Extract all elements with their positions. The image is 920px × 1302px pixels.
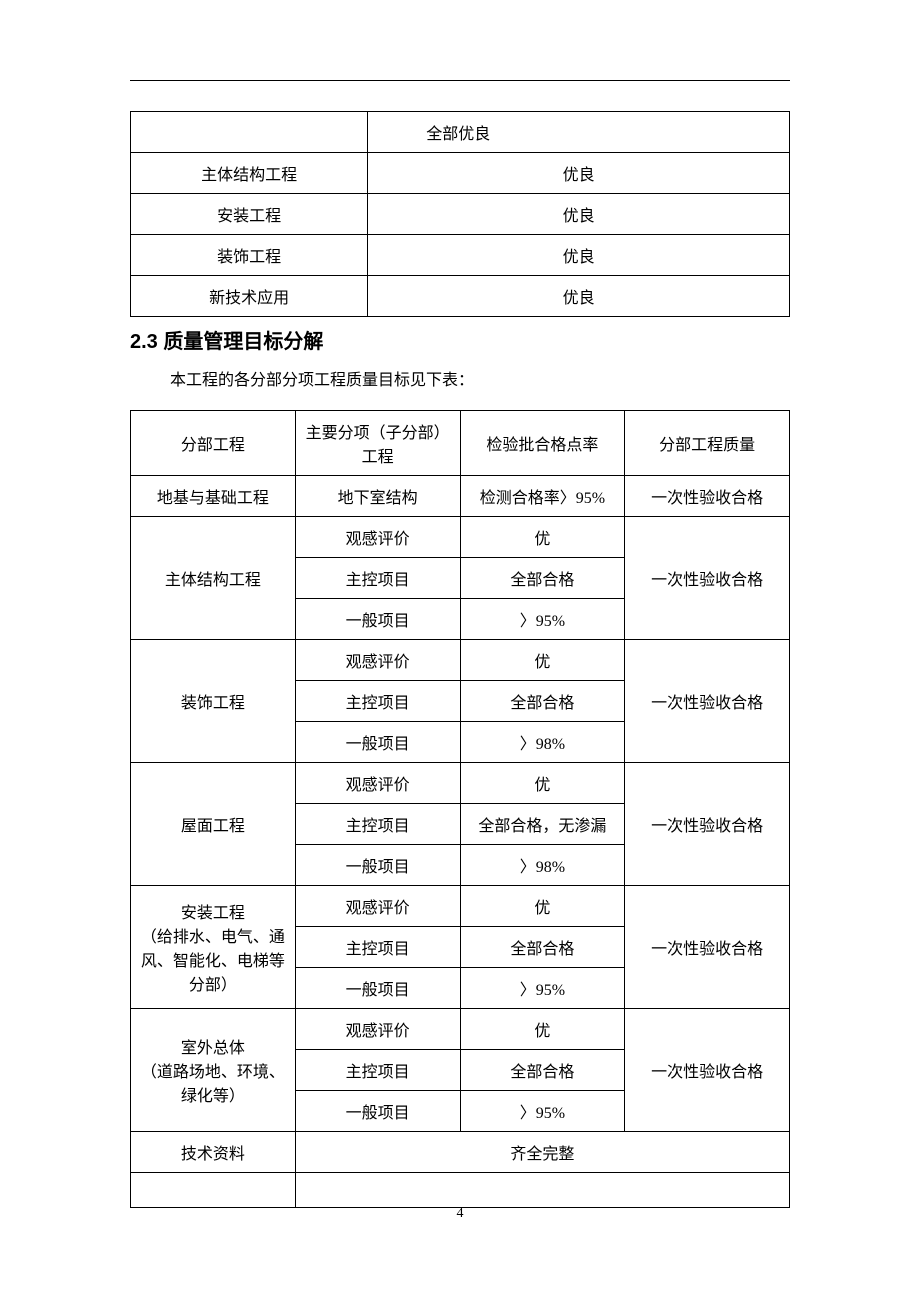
item-name: 地下室结构 [295,476,460,517]
item-name: 一般项目 [295,968,460,1009]
item-name: 观感评价 [295,1009,460,1050]
item-name: 一般项目 [295,1091,460,1132]
table-row: 室外总体 （道路场地、环境、绿化等）观感评价优一次性验收合格 [131,1009,790,1050]
pass-rate: 检测合格率〉95% [460,476,625,517]
summary-value: 优良 [368,194,790,235]
pass-rate: 优 [460,1009,625,1050]
division-name: 室外总体 （道路场地、环境、绿化等） [131,1009,296,1132]
table-row: 主体结构工程优良 [131,153,790,194]
item-name: 主控项目 [295,1050,460,1091]
item-name: 观感评价 [295,763,460,804]
pass-rate: 〉95% [460,968,625,1009]
pass-rate: 〉98% [460,845,625,886]
pass-rate: 全部合格，无渗漏 [460,804,625,845]
table-row: 新技术应用优良 [131,276,790,317]
table-row: 安装工程优良 [131,194,790,235]
division-name: 地基与基础工程 [131,476,296,517]
division-name: 安装工程 （给排水、电气、通风、智能化、电梯等分部） [131,886,296,1009]
division-quality: 一次性验收合格 [625,517,790,640]
item-name: 一般项目 [295,599,460,640]
item-name: 一般项目 [295,722,460,763]
summary-label: 装饰工程 [131,235,368,276]
division-name: 主体结构工程 [131,517,296,640]
footer-label: 技术资料 [131,1132,296,1173]
section-heading: 2.3 质量管理目标分解 [130,325,790,354]
table-header-row: 分部工程主要分项（子分部）工程检验批合格点率分部工程质量 [131,411,790,476]
table-header-cell: 检验批合格点率 [460,411,625,476]
pass-rate: 优 [460,886,625,927]
intro-text: 本工程的各分部分项工程质量目标见下表： [170,366,790,390]
page-number: 4 [0,1206,920,1222]
summary-value: 优良 [368,153,790,194]
summary-label: 主体结构工程 [131,153,368,194]
division-quality: 一次性验收合格 [625,763,790,886]
item-name: 主控项目 [295,927,460,968]
division-quality: 一次性验收合格 [625,886,790,1009]
summary-label: 新技术应用 [131,276,368,317]
division-quality: 一次性验收合格 [625,640,790,763]
item-name: 主控项目 [295,804,460,845]
table-header-cell: 分部工程质量 [625,411,790,476]
quality-breakdown-table: 分部工程主要分项（子分部）工程检验批合格点率分部工程质量地基与基础工程地下室结构… [130,410,790,1208]
pass-rate: 优 [460,763,625,804]
table-row: 技术资料齐全完整 [131,1132,790,1173]
division-name: 装饰工程 [131,640,296,763]
item-name: 主控项目 [295,558,460,599]
table-row [131,1173,790,1208]
item-name: 主控项目 [295,681,460,722]
division-name: 屋面工程 [131,763,296,886]
summary-label [131,112,368,153]
item-name: 观感评价 [295,886,460,927]
pass-rate: 全部合格 [460,681,625,722]
table-row: 装饰工程优良 [131,235,790,276]
item-name: 观感评价 [295,517,460,558]
pass-rate: 〉95% [460,1091,625,1132]
pass-rate: 优 [460,640,625,681]
division-quality: 一次性验收合格 [625,1009,790,1132]
pass-rate: 全部合格 [460,1050,625,1091]
pass-rate: 〉95% [460,599,625,640]
table-row: 主体结构工程观感评价优一次性验收合格 [131,517,790,558]
item-name: 观感评价 [295,640,460,681]
pass-rate: 全部合格 [460,558,625,599]
item-name: 一般项目 [295,845,460,886]
summary-value: 全部优良 [368,112,790,153]
pass-rate: 全部合格 [460,927,625,968]
table-header-cell: 主要分项（子分部）工程 [295,411,460,476]
footer-value: 齐全完整 [295,1132,789,1173]
page-top-rule [130,80,790,81]
summary-value: 优良 [368,276,790,317]
quality-summary-table: 全部优良主体结构工程优良安装工程优良装饰工程优良新技术应用优良 [130,111,790,317]
division-quality: 一次性验收合格 [625,476,790,517]
table-row: 安装工程 （给排水、电气、通风、智能化、电梯等分部）观感评价优一次性验收合格 [131,886,790,927]
table-row: 屋面工程观感评价优一次性验收合格 [131,763,790,804]
table-header-cell: 分部工程 [131,411,296,476]
empty-cell [295,1173,789,1208]
summary-value: 优良 [368,235,790,276]
summary-label: 安装工程 [131,194,368,235]
empty-cell [131,1173,296,1208]
table-row: 装饰工程观感评价优一次性验收合格 [131,640,790,681]
pass-rate: 〉98% [460,722,625,763]
table-row: 地基与基础工程地下室结构检测合格率〉95%一次性验收合格 [131,476,790,517]
pass-rate: 优 [460,517,625,558]
table-row: 全部优良 [131,112,790,153]
